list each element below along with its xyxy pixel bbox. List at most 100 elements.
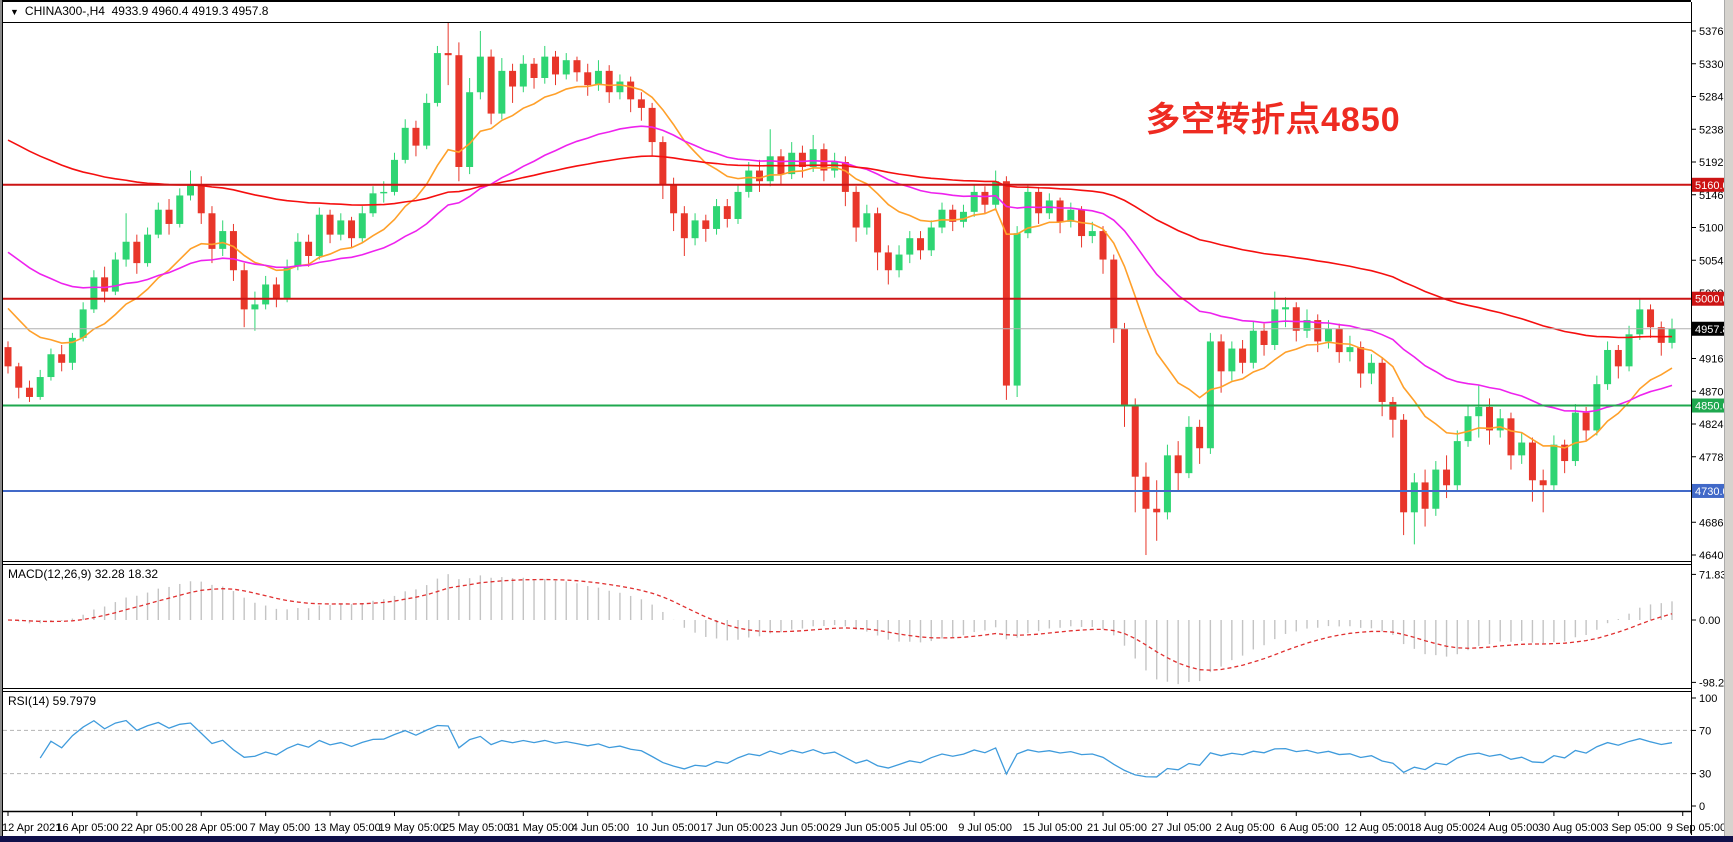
bear-candle [584,72,592,86]
vertical-scrollbar[interactable] [1724,0,1733,836]
time-tick-label: 16 Apr 05:00 [56,822,118,834]
macd-pane[interactable]: 71.83 0.00 -98.25 [7,569,1730,689]
bear-candle [1378,362,1386,402]
price-level-badge [1692,483,1732,498]
bull-candle [831,162,839,171]
bear-candle [1528,442,1536,481]
time-tick-label: 23 Jun 05:00 [765,822,829,834]
bull-candle [562,60,570,75]
chevron-down-icon[interactable]: ▼ [10,7,19,17]
bear-candle [15,366,23,388]
bull-candle [906,238,914,255]
bear-candle [605,70,613,93]
macd-tick-label: -98.25 [1699,677,1730,689]
bear-candle [1314,320,1322,342]
bear-candle [509,70,517,87]
bull-candle [1163,455,1171,513]
bull-candle [466,92,474,167]
bull-candle [1067,209,1075,222]
bear-candle [197,184,205,214]
price-level-badge [1692,398,1732,413]
bear-candle [1217,341,1225,372]
bear-candle [240,270,248,310]
time-tick-label: 12 Aug 05:00 [1345,822,1410,834]
candles-layer[interactable] [4,21,1676,556]
bull-candle [1550,444,1558,486]
rsi-pane[interactable]: 100 70 30 0 [3,693,1717,813]
bull-candle [476,56,484,93]
bull-candle [262,284,270,305]
bear-candle [1357,347,1365,374]
bull-candle [1625,334,1633,367]
bear-candle [412,127,420,146]
time-tick-label: 7 May 05:00 [250,822,311,834]
bear-candle [1120,328,1128,406]
rsi-tick-label: 0 [1699,801,1705,813]
time-tick-label: 30 Aug 05:00 [1538,822,1603,834]
bear-candle [723,206,731,219]
time-tick-label: 15 Jul 05:00 [1023,822,1083,834]
bull-candle [122,241,130,260]
bear-candle [1260,330,1268,345]
bull-candle [745,170,753,192]
bear-candle [852,191,860,228]
bull-candle [519,63,527,87]
bull-candle [315,214,323,256]
bull-candle [1013,233,1021,386]
bear-candle [1507,418,1515,456]
bar-open: 4933.9 [111,4,149,18]
bull-candle [1668,328,1676,343]
moving-average-slow [7,139,1673,339]
bear-candle [4,347,12,367]
macd-indicator-label: MACD(12,26,9) 32.28 18.32 [8,567,159,581]
bear-candle [1389,401,1397,420]
bull-candle [187,184,195,196]
bear-candle [101,277,109,292]
price-level-badge [1692,177,1732,192]
bear-candle [1131,405,1139,477]
time-tick-label: 25 May 05:00 [443,822,510,834]
bear-candle [1582,412,1590,431]
symbol-info-bar: ▼ CHINA300-,H4 4933.9 4960.4 4919.3 4957.… [10,4,268,18]
bear-candle [272,284,280,299]
time-tick-label: 12 Apr 2021 [2,822,61,834]
time-tick-label: 24 Aug 05:00 [1473,822,1538,834]
bear-candle [1239,348,1247,363]
bull-candle [1282,307,1290,310]
time-tick-label: 21 Jul 05:00 [1087,822,1147,834]
price-level-badge-label: 4850.0 [1695,401,1729,413]
time-tick-label: 3 Sep 05:00 [1602,822,1661,834]
rsi-indicator-label: RSI(14) 59.7979 [8,694,97,708]
bull-candle [1249,330,1257,363]
bear-candle [884,252,892,271]
bull-candle [1496,418,1504,431]
bear-candle [702,220,710,229]
bull-candle [1024,191,1032,234]
rsi-tick-label: 30 [1699,769,1711,781]
bear-candle [1174,455,1182,474]
bull-candle [734,191,742,219]
bear-candle [348,220,356,239]
bear-candle [58,354,66,363]
bull-candle [1475,406,1483,417]
time-tick-label: 10 Jun 05:00 [636,822,700,834]
bull-candle [713,206,721,229]
bull-candle [1367,362,1375,374]
bull-candle [358,213,366,239]
moving-average-medium [7,125,1673,413]
bear-candle [1561,444,1569,462]
bull-candle [1518,442,1526,456]
bull-candle [90,277,98,310]
bar-low: 4919.3 [191,4,229,18]
rsi-tick-label: 70 [1699,725,1711,737]
symbol-name: CHINA300-,H4 [24,4,105,18]
bear-candle [1485,406,1493,431]
bull-candle [401,127,409,160]
bear-candle [1400,419,1408,513]
bull-candle [47,354,55,378]
bear-candle [648,107,656,143]
bear-candle [1035,191,1043,214]
